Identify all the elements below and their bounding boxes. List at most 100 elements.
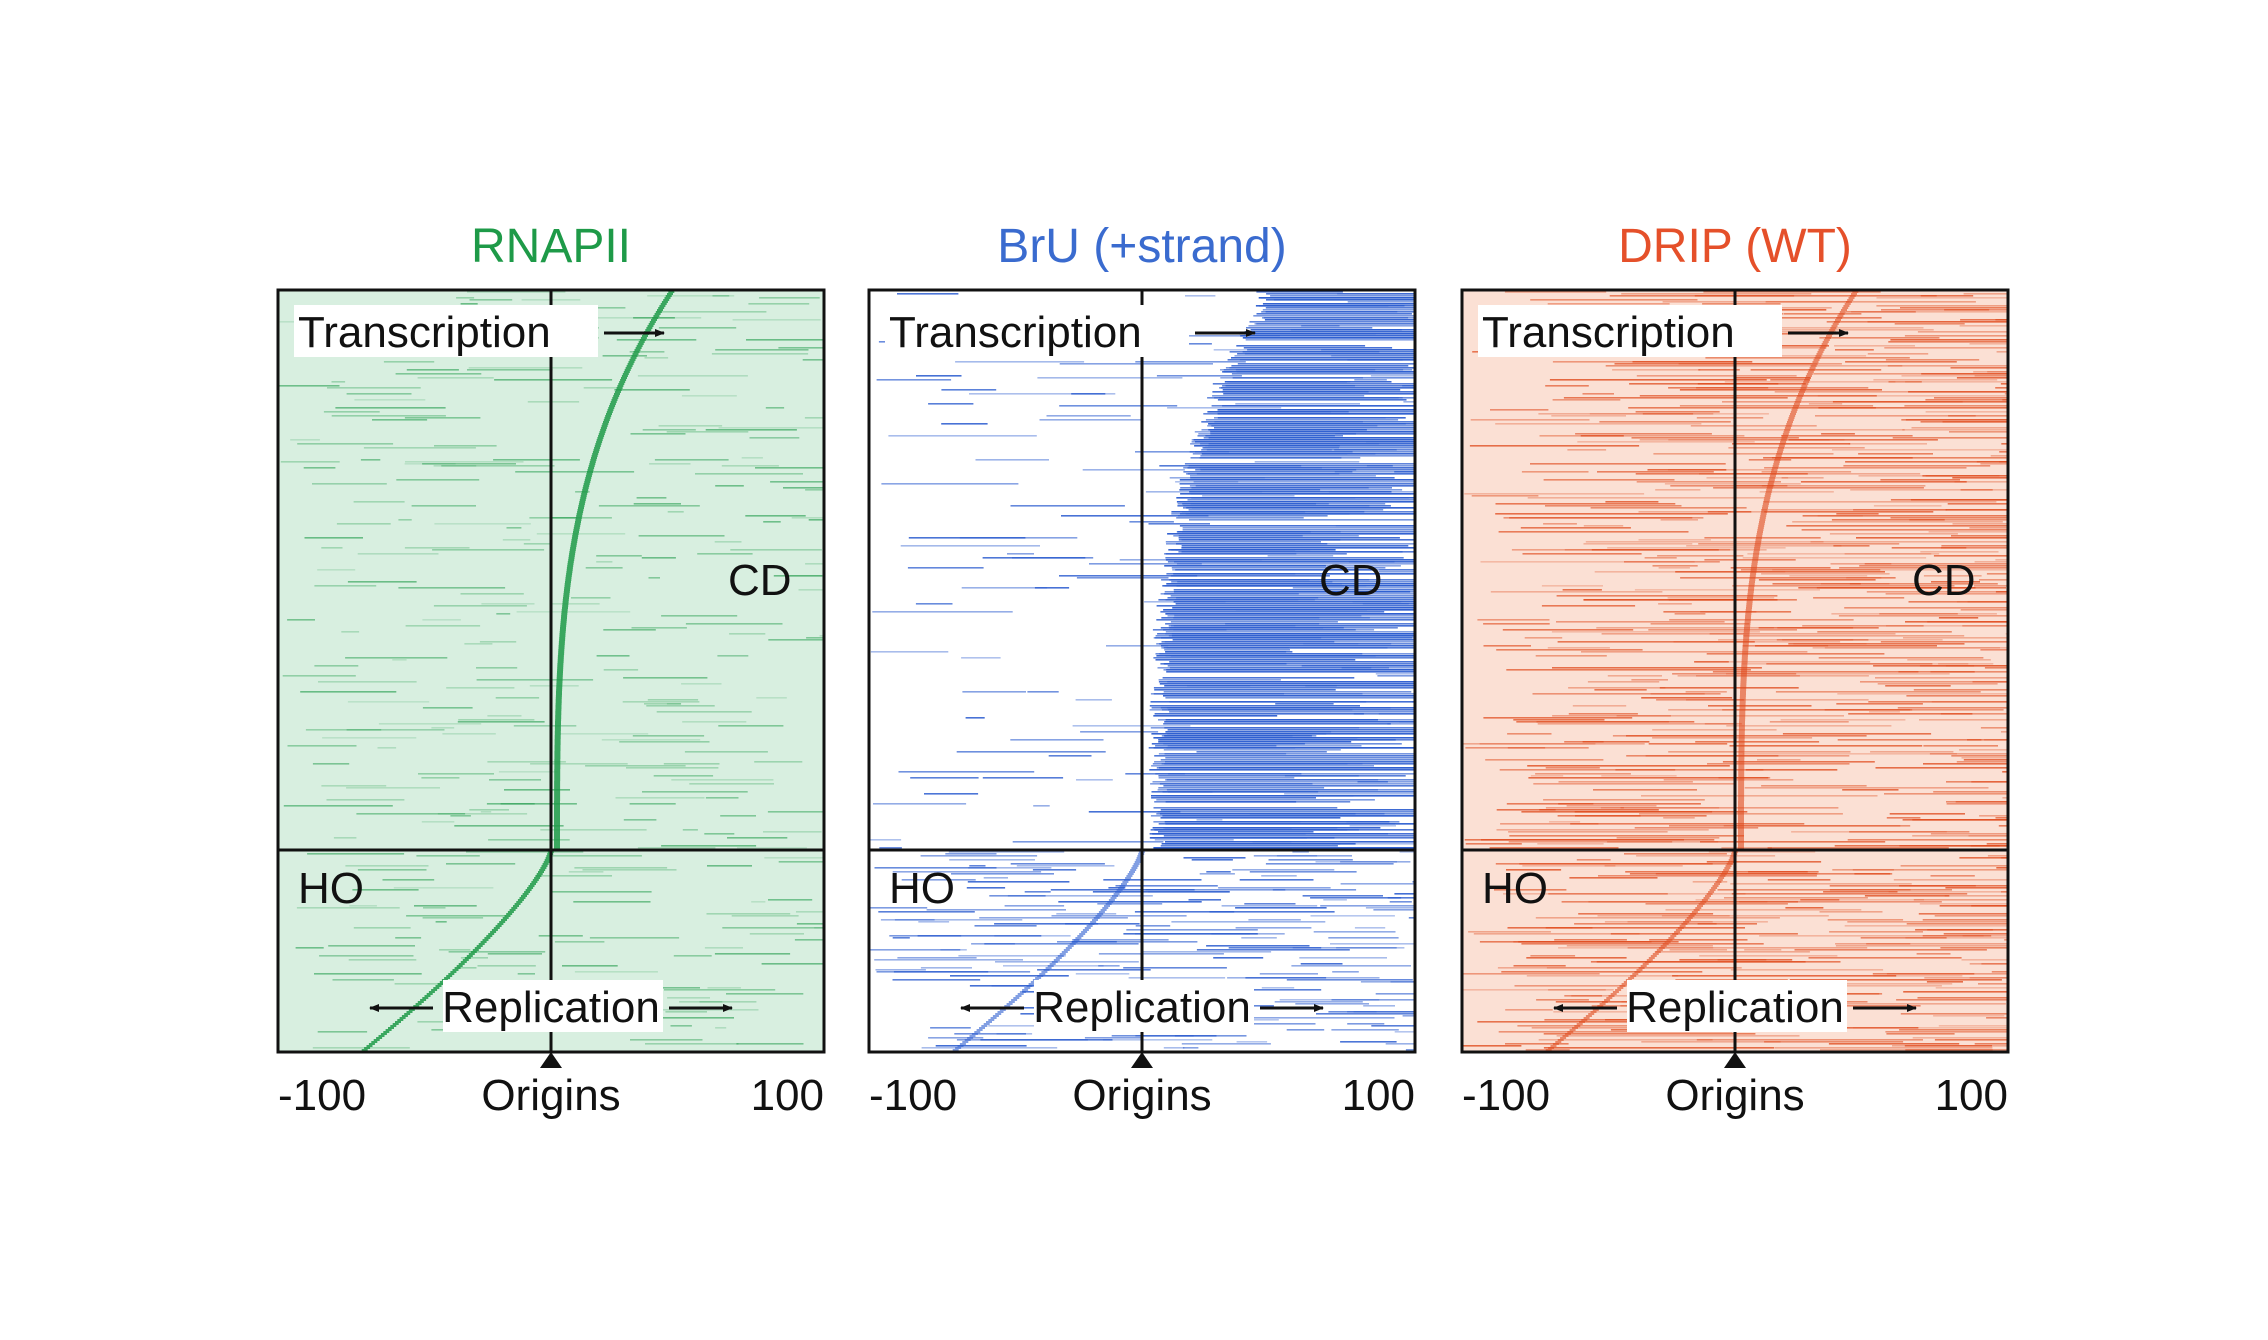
heatmap-diagonal-signal [1738,787,1745,789]
heatmap-row-segment [1172,639,1415,641]
heatmap-diagonal-signal [640,337,647,339]
heatmap-row-segment [754,761,803,763]
heatmap-row-segment [671,779,774,781]
heatmap-diagonal-signal [1715,881,1722,883]
heatmap-row-segment [1943,933,2008,935]
heatmap-row-segment [1513,965,1566,967]
heatmap-row-segment [1644,557,1677,559]
heatmap-row-segment [1984,667,2008,669]
heatmap-row-segment [1950,367,2008,369]
heatmap-diagonal-signal [1634,971,1641,973]
heatmap-diagonal-signal [1628,977,1635,979]
heatmap-row-segment [900,545,1040,547]
heatmap-row-segment [870,651,949,653]
heatmap-row-segment [1299,957,1387,959]
heatmap-row-segment [1802,515,2008,517]
heatmap-diagonal-signal [1738,733,1745,735]
heatmap-row-segment [1234,989,1322,991]
heatmap-row-segment [1850,489,2008,491]
heatmap-row-segment [1657,555,1744,557]
heatmap-row-segment [1253,315,1415,317]
heatmap-row-segment [1556,595,1778,597]
heatmap-row-segment [1971,905,2008,907]
heatmap-row-segment [945,853,997,855]
heatmap-diagonal-signal [406,1011,413,1013]
heatmap-row-segment [1498,531,1689,533]
heatmap-row-segment [1218,409,1415,411]
heatmap-diagonal-signal [1748,589,1754,591]
heatmap-row-segment [319,955,414,957]
heatmap-diagonal-signal [506,913,513,915]
heatmap-row-segment [1057,941,1198,943]
heatmap-row-segment [1905,381,2008,383]
heatmap-row-segment [1789,575,1868,577]
heatmap-row-segment [1569,877,1658,879]
heatmap-row-segment [1890,339,2008,341]
heatmap-row-segment [1331,1029,1399,1031]
heatmap-row-segment [321,547,343,549]
heatmap-row-segment [1556,621,1725,623]
heatmap-row-segment [1870,751,1954,753]
heatmap-row-segment [1670,485,1788,487]
heatmap-row-segment [1980,727,2008,729]
heatmap-row-segment [1181,1043,1271,1045]
heatmap-diagonal-signal [1700,901,1707,903]
heatmap-diagonal-signal [1592,1009,1599,1011]
heatmap-row-segment [1033,805,1050,807]
heatmap-diagonal-signal [1760,513,1767,515]
heatmap-row-segment [1521,943,1764,945]
heatmap-diagonal-signal [542,863,549,865]
heatmap-diagonal-signal [1738,747,1745,749]
heatmap-row-segment [1108,887,1126,889]
heatmap-diagonal-signal [558,643,565,645]
heatmap-row-segment [1149,769,1415,771]
heatmap-row-segment [1800,899,1840,901]
heatmap-row-segment [466,851,584,853]
heatmap-row-segment [1163,749,1341,751]
heatmap-row-segment [1729,745,1923,747]
heatmap-row-segment [353,927,411,929]
heatmap-diagonal-signal [630,357,637,359]
heatmap-diagonal-signal [1135,859,1142,861]
heatmap-row-segment [1548,989,1614,991]
heatmap-row-segment [1158,679,1281,681]
heatmap-row-segment [783,487,824,489]
heatmap-row-segment [1698,543,1900,545]
heatmap-diagonal-signal [1775,455,1782,457]
heatmap-row-segment [1781,477,1824,479]
heatmap-diagonal-signal [627,363,634,365]
heatmap-diagonal-signal [606,411,613,413]
heatmap-diagonal-signal [1088,923,1095,925]
heatmap-row-segment [496,613,511,615]
heatmap-row-segment [1465,843,1522,845]
heatmap-diagonal-signal [554,831,560,833]
heatmap-row-segment [643,1009,759,1011]
heatmap-diagonal-signal [1015,995,1022,997]
heatmap-row-segment [551,855,642,857]
heatmap-row-segment [1265,863,1394,865]
heatmap-diagonal-signal [1754,547,1761,549]
heatmap-row-segment [488,839,570,841]
heatmap-diagonal-signal [1738,807,1744,809]
heatmap-diagonal-signal [1750,567,1757,569]
heatmap-diagonal-signal [1650,955,1657,957]
heatmap-row-segment [1996,351,2008,353]
heatmap-row-segment [1165,841,1415,843]
heatmap-row-segment [1926,981,1963,983]
heatmap-diagonal-signal [554,771,561,773]
heatmap-row-segment [1761,1003,2006,1005]
heatmap-diagonal-signal [571,537,578,539]
heatmap-row-segment [1481,839,1684,841]
heatmap-row-segment [1506,669,1751,671]
heatmap-diagonal-signal [1738,823,1744,825]
heatmap-diagonal-signal [1743,631,1750,633]
heatmap-row-segment [1503,517,1704,519]
heatmap-row-segment [1980,463,2008,465]
heatmap-row-segment [1222,389,1401,391]
heatmap-row-segment [1214,397,1403,399]
heatmap-row-segment [327,387,421,389]
heatmap-diagonal-signal [612,397,619,399]
heatmap-diagonal-signal [595,443,602,445]
heatmap-diagonal-signal [468,953,475,955]
heatmap-row-segment [666,703,681,705]
